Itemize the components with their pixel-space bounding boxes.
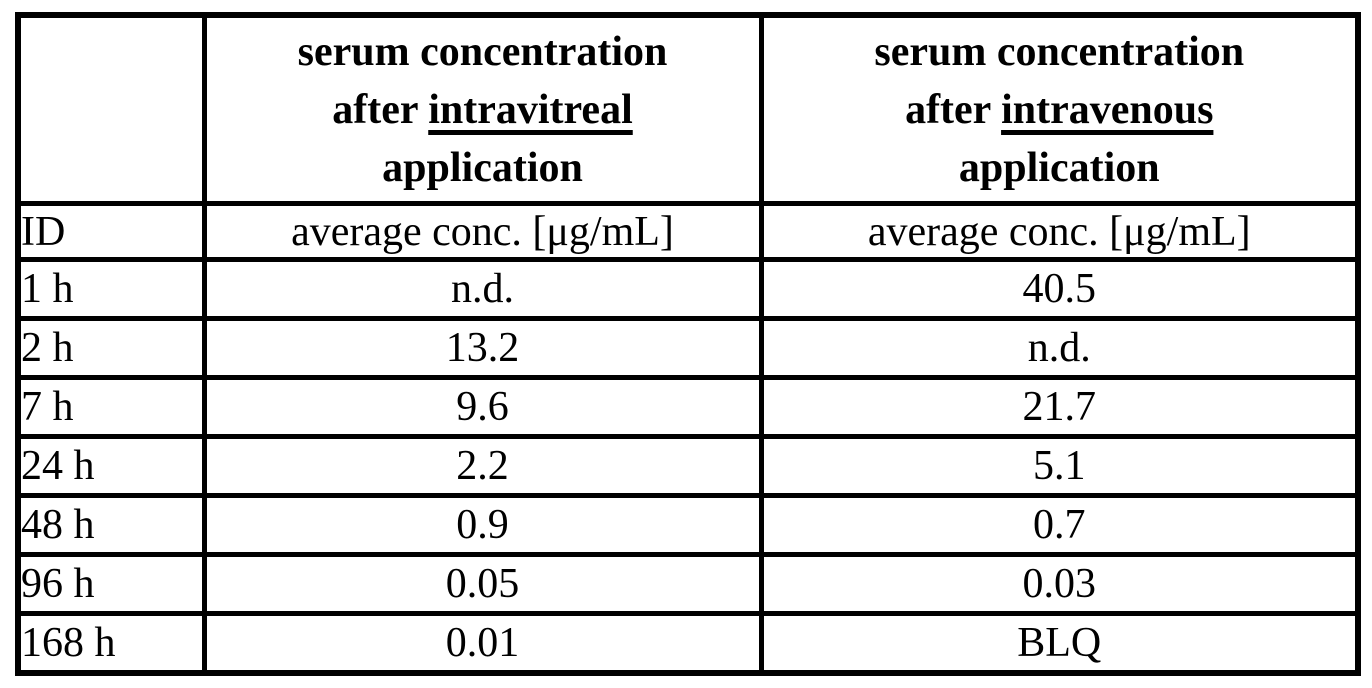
table-row: 48 h 0.9 0.7	[15, 493, 1361, 558]
row-id-cell: 48 h	[15, 493, 207, 558]
intravitreal-value-cell: 13.2	[201, 316, 764, 381]
header-intravitreal-cell: serum concentration after intravitreal a…	[201, 12, 764, 207]
intravitreal-value-cell: n.d.	[201, 257, 764, 322]
table-subheader-row: ID average conc. [μg/mL] average conc. […	[15, 201, 1361, 263]
table-header-row: serum concentration after intravitreal a…	[15, 12, 1361, 207]
table-row: 24 h 2.2 5.1	[15, 434, 1361, 499]
row-id-cell: 24 h	[15, 434, 207, 499]
intravitreal-value-cell: 2.2	[201, 434, 764, 499]
intravenous-value-cell: 5.1	[758, 434, 1361, 499]
header-intravitreal-underlined-word: intravitreal	[428, 86, 633, 133]
subheader-intravenous-unit: average conc. [μg/mL]	[758, 201, 1361, 263]
header-intravenous-line3: application	[958, 144, 1160, 191]
intravenous-value-cell: 40.5	[758, 257, 1361, 322]
header-intravitreal-line2-prefix: after	[332, 86, 418, 133]
serum-concentration-table: serum concentration after intravitreal a…	[15, 12, 1361, 676]
header-intravenous-cell: serum concentration after intravenous ap…	[758, 12, 1361, 207]
intravenous-value-cell: 0.7	[758, 493, 1361, 558]
subheader-id-label: ID	[15, 201, 207, 263]
header-corner-cell	[15, 12, 207, 207]
table-row: 168 h 0.01 BLQ	[15, 611, 1361, 676]
intravitreal-value-cell: 0.9	[201, 493, 764, 558]
header-intravitreal-line1: serum concentration	[297, 28, 668, 75]
intravenous-value-cell: 0.03	[758, 552, 1361, 616]
subheader-intravitreal-unit: average conc. [μg/mL]	[201, 201, 764, 263]
table-row: 1 h n.d. 40.5	[15, 257, 1361, 322]
row-id-cell: 96 h	[15, 552, 207, 616]
intravenous-value-cell: BLQ	[758, 611, 1361, 676]
intravitreal-value-cell: 0.01	[201, 611, 764, 676]
intravenous-value-cell: n.d.	[758, 316, 1361, 381]
intravenous-value-cell: 21.7	[758, 375, 1361, 440]
row-id-cell: 168 h	[15, 611, 207, 676]
header-intravenous-underlined-word: intravenous	[1001, 86, 1214, 133]
header-intravenous-line1: serum concentration	[874, 28, 1245, 75]
row-id-cell: 7 h	[15, 375, 207, 440]
intravitreal-value-cell: 9.6	[201, 375, 764, 440]
row-id-cell: 2 h	[15, 316, 207, 381]
table-row: 7 h 9.6 21.7	[15, 375, 1361, 440]
header-intravenous-line2-prefix: after	[905, 86, 991, 133]
intravitreal-value-cell: 0.05	[201, 552, 764, 616]
header-intravitreal-line3: application	[382, 144, 583, 191]
table-row: 96 h 0.05 0.03	[15, 552, 1361, 616]
table-row: 2 h 13.2 n.d.	[15, 316, 1361, 381]
row-id-cell: 1 h	[15, 257, 207, 322]
